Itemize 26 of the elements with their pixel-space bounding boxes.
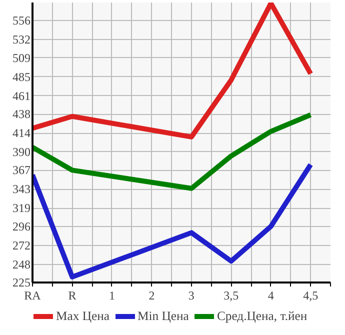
- x-tick-label: R: [68, 288, 76, 302]
- y-tick-label: 319: [12, 201, 30, 216]
- y-tick-label: 438: [12, 107, 30, 122]
- legend-label: Max Цена: [56, 308, 110, 324]
- y-tick-label: 343: [12, 182, 30, 196]
- y-tick-label: 367: [12, 163, 30, 178]
- y-tick-label: 556: [12, 14, 30, 28]
- y-tick-label: 461: [12, 88, 30, 103]
- y-tick-label: 532: [12, 32, 30, 47]
- x-tick-label: 1: [108, 288, 115, 302]
- x-tick-label: 4: [268, 288, 274, 302]
- x-tick-label: 3,5: [224, 288, 239, 302]
- x-tick-label: 3: [188, 288, 194, 302]
- y-tick-label: 248: [12, 257, 30, 272]
- x-tick-label: 4,5: [303, 288, 318, 302]
- y-tick-label: 414: [12, 126, 30, 140]
- y-tick-label: 509: [12, 50, 30, 65]
- legend-label: Сред.Цена, т.йен: [216, 308, 308, 324]
- y-tick-label: 225: [12, 276, 30, 290]
- y-tick-label: 296: [12, 219, 30, 234]
- x-tick-label: RA: [24, 288, 42, 302]
- y-tick-label: 272: [12, 238, 30, 252]
- x-tick-label: 2: [148, 288, 155, 302]
- y-tick-label: 390: [12, 144, 30, 159]
- y-tick-label: 485: [12, 70, 30, 84]
- legend-label: Min Цена: [138, 308, 189, 324]
